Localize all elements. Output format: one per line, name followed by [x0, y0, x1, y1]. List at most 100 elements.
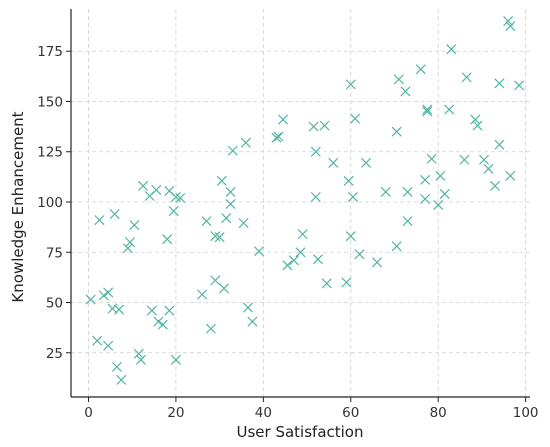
- x-axis-label: User Satisfaction: [237, 423, 364, 441]
- data-point: [505, 170, 516, 181]
- data-point: [221, 213, 232, 224]
- data-point: [129, 220, 140, 231]
- data-point: [164, 305, 175, 316]
- data-point: [157, 319, 168, 330]
- data-point: [312, 254, 324, 265]
- data-point: [391, 126, 402, 137]
- data-point: [420, 174, 431, 185]
- data-point: [345, 79, 356, 90]
- data-point: [227, 145, 238, 156]
- data-point: [479, 154, 490, 165]
- data-point: [153, 316, 164, 327]
- y-tick-label: 175: [37, 44, 63, 60]
- y-tick-label: 100: [37, 195, 63, 211]
- data-point: [400, 86, 411, 97]
- data-point: [201, 216, 212, 227]
- data-point: [514, 80, 525, 91]
- data-point: [225, 186, 236, 197]
- data-point: [216, 175, 227, 186]
- data-point: [214, 232, 225, 243]
- data-point: [288, 255, 299, 266]
- data-point: [138, 180, 149, 191]
- data-point: [168, 206, 179, 217]
- data-point: [505, 21, 516, 32]
- data-point: [490, 180, 501, 191]
- data-point: [494, 78, 505, 89]
- data-point: [205, 323, 216, 334]
- data-point: [393, 74, 404, 85]
- x-tick-label: 60: [342, 405, 359, 421]
- data-point: [282, 260, 293, 271]
- data-point: [328, 157, 339, 168]
- data-point: [133, 348, 144, 359]
- data-point: [247, 316, 258, 327]
- data-point: [459, 154, 470, 165]
- data-point: [225, 198, 236, 210]
- x-axis-ticks: 0 20 40 60 80 100: [84, 397, 539, 421]
- data-point: [319, 120, 330, 131]
- data-point: [354, 249, 365, 260]
- y-axis-label: Knowledge Enhancement: [9, 111, 27, 302]
- data-point: [422, 104, 433, 115]
- y-tick-label: 125: [37, 145, 63, 161]
- data-point: [162, 234, 173, 245]
- y-tick-label: 150: [37, 94, 63, 110]
- data-point: [271, 132, 282, 143]
- data-point: [420, 193, 431, 205]
- data-point: [435, 170, 446, 181]
- data-point: [472, 120, 483, 131]
- data-point: [308, 121, 319, 132]
- data-point: [175, 192, 186, 203]
- data-point: [380, 186, 391, 197]
- data-point: [426, 153, 437, 164]
- data-point: [111, 361, 122, 372]
- data-point: [347, 191, 358, 202]
- data-point: [361, 157, 372, 168]
- data-point: [503, 16, 514, 27]
- data-point: [107, 303, 118, 314]
- data-point: [103, 340, 114, 351]
- y-tick-label: 25: [46, 346, 63, 362]
- axes-frame: [70, 9, 530, 398]
- data-point: [295, 247, 306, 258]
- data-point: [122, 243, 133, 254]
- data-point: [94, 215, 105, 226]
- data-point: [297, 229, 308, 240]
- x-tick-label: 20: [167, 405, 184, 421]
- data-point: [277, 114, 289, 125]
- data-point: [114, 304, 125, 315]
- x-tick-label: 100: [513, 405, 539, 421]
- data-point: [98, 290, 109, 301]
- data-points: [85, 16, 525, 385]
- data-point: [415, 64, 426, 75]
- data-point: [446, 44, 457, 55]
- data-point: [345, 231, 356, 242]
- data-point: [92, 335, 103, 346]
- data-point: [273, 131, 284, 142]
- data-point: [210, 275, 221, 286]
- y-tick-label: 50: [46, 296, 63, 312]
- grid-lines: [71, 9, 530, 397]
- y-axis-ticks: 25 50 75 100 125 150 175: [37, 44, 71, 362]
- data-point: [116, 374, 127, 385]
- data-point: [135, 354, 146, 365]
- data-point: [391, 241, 402, 252]
- data-point: [151, 184, 162, 195]
- data-point: [439, 188, 450, 199]
- data-point: [238, 218, 249, 229]
- data-point: [470, 114, 481, 125]
- data-point: [253, 246, 264, 257]
- x-tick-label: 0: [84, 405, 93, 421]
- data-point: [341, 277, 352, 288]
- data-point: [240, 137, 251, 148]
- data-point: [422, 106, 433, 117]
- data-point: [321, 278, 332, 289]
- data-point: [109, 209, 120, 220]
- data-point: [494, 139, 505, 150]
- data-point: [433, 199, 444, 211]
- data-point: [310, 146, 321, 157]
- data-point: [444, 104, 455, 115]
- data-point: [197, 289, 208, 300]
- data-point: [103, 287, 114, 298]
